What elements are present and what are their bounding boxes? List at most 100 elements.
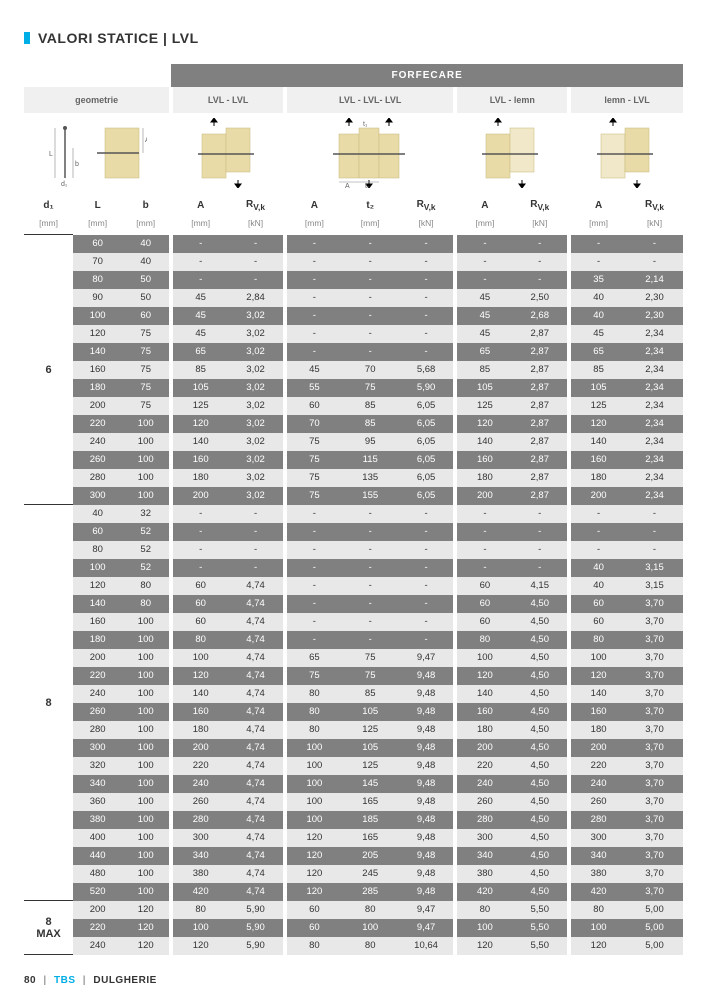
table-cell: -	[569, 505, 626, 523]
table-cell: 4,74	[228, 847, 285, 865]
table-cell: -	[342, 289, 399, 307]
footer-sep: |	[43, 975, 46, 986]
table-cell: 75	[122, 361, 171, 379]
table-cell: 9,47	[399, 649, 456, 667]
table-cell: 80	[455, 901, 512, 919]
table-cell: 3,70	[626, 703, 683, 721]
table-cell: -	[342, 577, 399, 595]
table-cell: 80	[285, 685, 342, 703]
col-L: L	[73, 193, 122, 215]
table-cell: 9,48	[399, 811, 456, 829]
table-cell: 75	[122, 379, 171, 397]
col-A: A	[285, 193, 342, 215]
unit-kN: [kN]	[626, 215, 683, 235]
table-cell: 6,05	[399, 487, 456, 505]
diagram-lvl-lvl	[171, 113, 285, 193]
table-cell: 4,74	[228, 649, 285, 667]
table-cell: 120	[569, 415, 626, 433]
table-cell: 2,87	[512, 397, 569, 415]
d1-cell: 8 MAX	[24, 901, 73, 955]
table-cell: 100	[122, 739, 171, 757]
table-cell: -	[342, 235, 399, 253]
table-cell: -	[285, 271, 342, 289]
table-cell: -	[399, 343, 456, 361]
table-cell: -	[626, 253, 683, 271]
table-cell: 2,50	[512, 289, 569, 307]
table-cell: 2,34	[626, 397, 683, 415]
table-cell: 105	[569, 379, 626, 397]
table-row: 2201001204,7475759,481204,501203,70	[24, 667, 683, 685]
table-row: 2401001404,7480859,481404,501403,70	[24, 685, 683, 703]
table-cell: 60	[285, 901, 342, 919]
table-cell: 245	[342, 865, 399, 883]
table-cell: 120	[285, 847, 342, 865]
table-cell: 45	[171, 325, 228, 343]
table-cell: 2,34	[626, 343, 683, 361]
table-cell: 60	[569, 613, 626, 631]
table-cell: -	[569, 541, 626, 559]
table-cell: -	[285, 253, 342, 271]
table-cell: 85	[171, 361, 228, 379]
table-cell: 9,48	[399, 757, 456, 775]
table-row: 8052---------	[24, 541, 683, 559]
table-cell: -	[455, 235, 512, 253]
col-Rvk: RV,k	[512, 193, 569, 215]
table-cell: 80	[73, 271, 122, 289]
footer-sep: |	[83, 975, 86, 986]
table-cell: 40	[569, 577, 626, 595]
unit-mm: [mm]	[24, 215, 73, 235]
table-cell: 4,50	[512, 667, 569, 685]
col-t2: t₂	[342, 193, 399, 215]
table-cell: -	[228, 235, 285, 253]
table-cell: 120	[455, 937, 512, 955]
unit-kN: [kN]	[399, 215, 456, 235]
table-row: 8 MAX200120805,9060809,47805,50805,00	[24, 901, 683, 919]
table-cell: -	[399, 559, 456, 577]
table-row: 180751053,0255755,901052,871052,34	[24, 379, 683, 397]
table-cell: 120	[122, 937, 171, 955]
table-row: 180100804,74---804,50803,70	[24, 631, 683, 649]
table-cell: 2,87	[512, 451, 569, 469]
table-cell: 4,50	[512, 703, 569, 721]
table-cell: 3,02	[228, 343, 285, 361]
table-cell: 3,02	[228, 451, 285, 469]
table-row: 3201002204,741001259,482204,502203,70	[24, 757, 683, 775]
table-cell: 75	[122, 397, 171, 415]
table-cell: 80	[285, 937, 342, 955]
table-cell: 280	[171, 811, 228, 829]
table-cell: 260	[171, 793, 228, 811]
table-cell: 280	[455, 811, 512, 829]
table-cell: -	[342, 505, 399, 523]
table-row: 2801001804,74801259,481804,501803,70	[24, 721, 683, 739]
table-cell: 200	[73, 901, 122, 919]
svg-text:A: A	[145, 137, 147, 144]
table-row: 7040---------	[24, 253, 683, 271]
table-cell: 50	[122, 289, 171, 307]
table-cell: 4,50	[512, 649, 569, 667]
group-lvl-lemn: LVL - lemn	[455, 87, 569, 113]
table-cell: 180	[455, 469, 512, 487]
table-cell: -	[228, 253, 285, 271]
table-cell: 240	[171, 775, 228, 793]
table-cell: -	[512, 541, 569, 559]
table-cell: 120	[285, 883, 342, 901]
table-cell: 380	[455, 865, 512, 883]
page-title: VALORI STATICE | LVL	[24, 30, 683, 46]
page-footer: 80 | TBS | DULGHERIE	[24, 975, 683, 986]
table-cell: 100	[122, 703, 171, 721]
table-cell: -	[342, 559, 399, 577]
table-cell: 120	[569, 937, 626, 955]
table-cell: 2,34	[626, 415, 683, 433]
diagram-geometrie: L b d₁ A	[24, 113, 171, 193]
table-cell: 5,90	[399, 379, 456, 397]
table-cell: -	[512, 253, 569, 271]
table-row: 3001002003,02751556,052002,872002,34	[24, 487, 683, 505]
table-cell: 180	[455, 721, 512, 739]
table-cell: 80	[342, 937, 399, 955]
footer-section: DULGHERIE	[93, 975, 156, 986]
table-cell: 4,74	[228, 811, 285, 829]
table-cell: 9,48	[399, 883, 456, 901]
table-cell: 75	[285, 451, 342, 469]
unit-kN: [kN]	[228, 215, 285, 235]
table-cell: 340	[171, 847, 228, 865]
